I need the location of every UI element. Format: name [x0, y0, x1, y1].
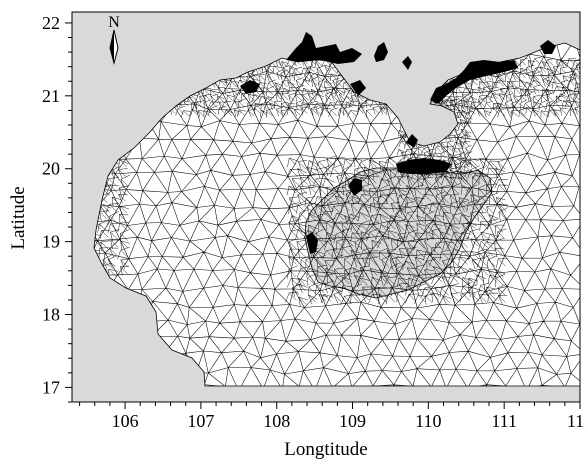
dense-coastal-mesh	[402, 56, 412, 70]
x-axis-title: Longtitude	[284, 439, 367, 460]
dense-coastal-mesh	[286, 32, 362, 64]
dense-coastal-mesh	[406, 134, 418, 148]
plot-frame	[71, 11, 581, 403]
x-axis-ticks	[79, 402, 581, 409]
x-tick-label: 112	[567, 411, 585, 431]
north-arrow-label: N	[108, 14, 120, 31]
y-tick-label: 17	[42, 377, 60, 397]
x-tick-label: 111	[491, 411, 517, 431]
dense-coastal-mesh	[430, 60, 518, 104]
dense-coastal-mesh	[374, 42, 388, 62]
x-tick-label: 106	[112, 411, 139, 431]
x-axis-tick-labels: 106 107 108 109 110 111 112	[112, 411, 585, 431]
y-tick-label: 20	[42, 159, 60, 179]
y-axis-tick-labels: 17 18 19 20 21 22	[42, 13, 60, 397]
dense-coastal-mesh	[348, 178, 362, 196]
dense-coastal-mesh	[350, 80, 366, 96]
y-axis-title: Latitude	[8, 186, 29, 249]
north-arrow: N	[108, 14, 120, 65]
y-axis-ticks	[65, 22, 72, 403]
y-tick-label: 18	[42, 305, 60, 325]
x-tick-label: 109	[339, 411, 366, 431]
dense-coastal-mesh	[306, 232, 318, 254]
north-arrow-half-icon	[110, 30, 114, 63]
dense-coastal-mesh	[540, 40, 556, 54]
x-tick-label: 108	[263, 411, 290, 431]
dense-coastal-mesh	[396, 158, 452, 174]
y-tick-label: 22	[42, 13, 60, 33]
y-tick-label: 19	[42, 232, 60, 252]
dense-coastal-mesh	[240, 80, 260, 94]
x-tick-label: 110	[415, 411, 441, 431]
y-tick-label: 21	[42, 86, 60, 106]
dense-mesh-regions	[240, 32, 556, 254]
x-tick-label: 107	[187, 411, 214, 431]
